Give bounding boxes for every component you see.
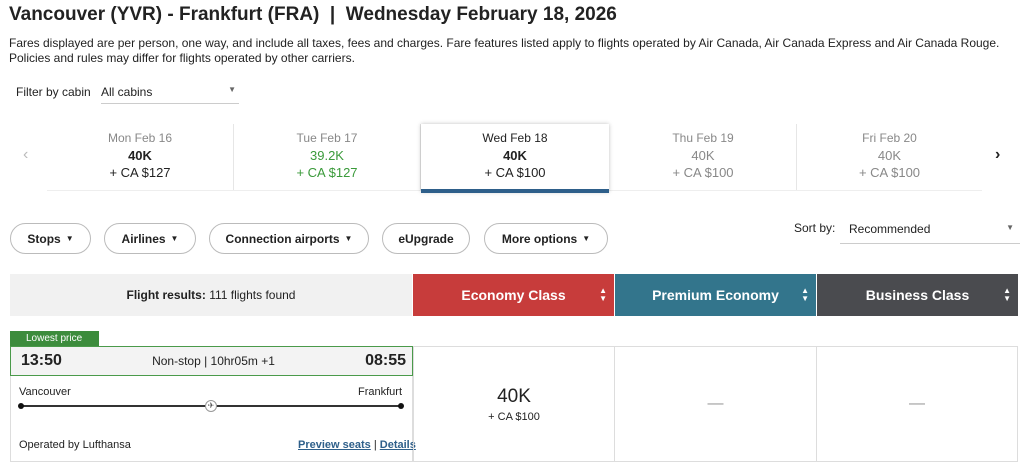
points: 40K — [128, 148, 152, 163]
flight-results-count: Flight results: 111 flights found — [10, 274, 412, 316]
flight-summary: Non-stop | 10hr05m +1 — [152, 354, 275, 368]
points: 40K — [691, 148, 715, 163]
eupgrade-filter-button[interactable]: eUpgrade — [382, 223, 470, 254]
date-tab-tue-feb-17[interactable]: Tue Feb 17 39.2K + CA $127 — [234, 124, 421, 190]
label: Business Class — [865, 287, 970, 303]
flight-times: 13:50 Non-stop | 10hr05m +1 08:55 — [10, 346, 413, 376]
caret-down-icon: ▼ — [582, 234, 591, 243]
points: 40K — [503, 148, 527, 163]
lowest-price-badge: Lowest price — [10, 331, 99, 347]
label: Stops — [27, 231, 61, 246]
date-tab-wed-feb-18[interactable]: Wed Feb 18 40K + CA $100 — [421, 124, 609, 193]
economy-class-header[interactable]: Economy Class ▲ ▼ — [413, 274, 614, 316]
caret-down-icon: ▼ — [228, 85, 236, 94]
caret-down-icon: ▼ — [170, 234, 179, 243]
page-title: Vancouver (YVR) - Frankfurt (FRA) | Wedn… — [9, 4, 617, 25]
caret-down-icon: ▼ — [65, 234, 74, 243]
cash: + CA $100 — [672, 165, 734, 180]
economy-fare-cell[interactable]: 40K + CA $100 — [413, 346, 615, 462]
sort-label: Sort by: — [794, 221, 836, 235]
premium-fare-cell: — — [614, 346, 817, 462]
more-options-button[interactable]: More options ▼ — [484, 223, 608, 254]
details-link[interactable]: Details — [379, 439, 416, 451]
cabin-select-value: All cabins — [101, 85, 153, 99]
points: 40K — [497, 385, 531, 407]
arrival-time: 08:55 — [365, 352, 406, 369]
cash: + CA $100 — [488, 410, 540, 423]
sort-icon: ▲ ▼ — [599, 286, 607, 303]
destination: Frankfurt — [357, 386, 402, 398]
caret-down-icon: ▼ — [1006, 223, 1014, 232]
label: More options — [501, 231, 578, 246]
label: Connection airports — [225, 231, 340, 246]
cash: + CA $100 — [484, 165, 546, 180]
date-tab-thu-feb-19[interactable]: Thu Feb 19 40K + CA $100 — [610, 124, 797, 190]
airlines-filter-button[interactable]: Airlines ▼ — [104, 223, 196, 254]
selected-indicator — [421, 189, 609, 193]
cash: + CA $127 — [296, 165, 358, 180]
date-tab-mon-feb-16[interactable]: Mon Feb 16 40K + CA $127 — [47, 124, 234, 190]
sort-select[interactable]: Recommended ▼ — [840, 215, 1020, 244]
results-count: 111 flights found — [209, 288, 296, 302]
preview-seats-link[interactable]: Preview seats — [298, 439, 371, 451]
cash: + CA $100 — [858, 165, 921, 180]
separator: | — [373, 439, 377, 451]
date: Mon Feb 16 — [107, 131, 173, 145]
chevron-left-icon[interactable]: ‹ — [23, 146, 29, 163]
sort-icon: ▲ ▼ — [801, 286, 809, 303]
cash: + CA $127 — [109, 165, 171, 180]
label: Premium Economy — [652, 287, 779, 303]
points: 39.2K — [310, 148, 344, 163]
label: eUpgrade — [398, 231, 454, 246]
date: Tue Feb 17 — [296, 131, 358, 145]
filter-cabin-label: Filter by cabin — [16, 85, 91, 99]
sort-icon: ▲ ▼ — [1003, 286, 1011, 303]
business-class-header[interactable]: Business Class ▲ ▼ — [817, 274, 1018, 316]
business-fare-cell: — — [816, 346, 1018, 462]
date: Fri Feb 20 — [862, 131, 917, 145]
origin-dot — [18, 403, 24, 409]
chevron-right-icon[interactable]: › — [995, 146, 1001, 163]
label: Economy Class — [461, 287, 566, 303]
fare-disclaimer: Fares displayed are per person, one way,… — [9, 36, 1000, 65]
stops-filter-button[interactable]: Stops ▼ — [10, 223, 91, 254]
operator: Operated by Lufthansa — [19, 439, 131, 451]
date: Wed Feb 18 — [482, 131, 548, 145]
premium-economy-header[interactable]: Premium Economy ▲ ▼ — [615, 274, 816, 316]
sort-value: Recommended — [849, 222, 931, 236]
connection-airports-filter-button[interactable]: Connection airports ▼ — [209, 223, 369, 254]
date: Thu Feb 19 — [672, 131, 734, 145]
destination-dot — [398, 403, 404, 409]
date-tab-fri-feb-20[interactable]: Fri Feb 20 40K + CA $100 — [797, 124, 982, 190]
points: 40K — [877, 148, 902, 163]
origin: Vancouver — [19, 386, 71, 398]
caret-down-icon: ▼ — [344, 234, 353, 243]
departure-time: 13:50 — [21, 352, 62, 369]
label: Airlines — [121, 231, 166, 246]
results-label: Flight results: — [126, 288, 206, 302]
airline-logo-icon: ✈ — [205, 400, 217, 412]
cabin-select[interactable]: All cabins ▼ — [101, 80, 239, 104]
